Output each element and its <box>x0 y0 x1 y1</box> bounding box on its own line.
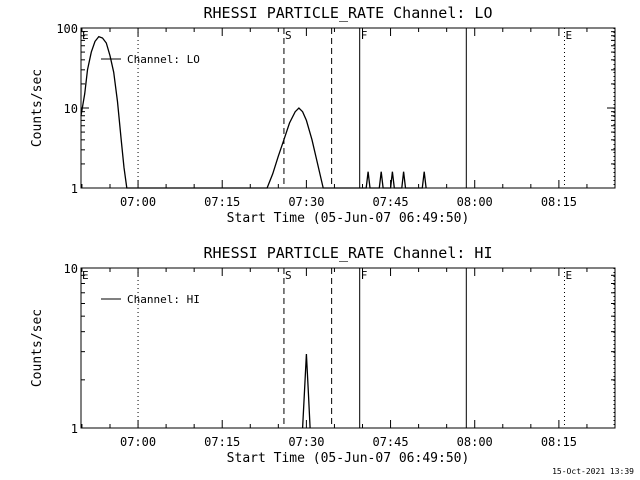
x-tick-label: 07:00 <box>120 195 156 209</box>
y-tick-label: 10 <box>64 102 78 116</box>
x-tick-label: 07:30 <box>288 195 324 209</box>
chart-panel-2: RHESSI PARTICLE_RATE Channel: HI 1 10 07:00… <box>30 244 616 466</box>
y-tick-label: 1 <box>71 422 78 436</box>
event-marker-label: E <box>82 29 89 42</box>
event-marker-label: E <box>82 269 89 282</box>
legend-label: Channel: LO <box>127 53 200 66</box>
series-line <box>80 35 427 189</box>
y-axis-label: Counts/sec <box>30 69 45 147</box>
event-marker-label: F <box>361 269 368 282</box>
y-tick-label: 10 <box>64 262 78 276</box>
x-tick-label: 07:15 <box>204 435 240 449</box>
event-marker-label: E <box>565 29 572 42</box>
event-marker-label: E <box>565 269 572 282</box>
y-tick-label: 100 <box>56 22 78 36</box>
y-tick-label: 1 <box>71 182 78 196</box>
event-marker-label: S <box>285 29 292 42</box>
chart-title: RHESSI PARTICLE_RATE Channel: LO <box>204 4 493 22</box>
y-axis-label: Counts/sec <box>30 309 45 387</box>
legend-label: Channel: HI <box>127 293 200 306</box>
series-line <box>301 353 311 429</box>
x-tick-label: 08:15 <box>541 435 577 449</box>
chart-title: RHESSI PARTICLE_RATE Channel: HI <box>204 244 493 262</box>
x-axis-label: Start Time (05-Jun-07 06:49:50) <box>227 451 470 466</box>
event-marker-label: S <box>285 269 292 282</box>
x-tick-label: 07:15 <box>204 195 240 209</box>
chart-panel-1: RHESSI PARTICLE_RATE Channel: LO 1 10 100 07… <box>30 4 616 226</box>
x-tick-label: 08:00 <box>457 195 493 209</box>
x-tick-label: 07:45 <box>372 195 408 209</box>
x-tick-label: 07:00 <box>120 435 156 449</box>
event-marker-label: F <box>361 29 368 42</box>
x-tick-label: 07:30 <box>288 435 324 449</box>
x-axis-label: Start Time (05-Jun-07 06:49:50) <box>227 211 470 226</box>
x-tick-label: 08:00 <box>457 435 493 449</box>
plot-frame <box>80 267 616 429</box>
x-tick-label: 07:45 <box>372 435 408 449</box>
x-tick-label: 08:15 <box>541 195 577 209</box>
timestamp: 15-Oct-2021 13:39 <box>552 467 634 476</box>
